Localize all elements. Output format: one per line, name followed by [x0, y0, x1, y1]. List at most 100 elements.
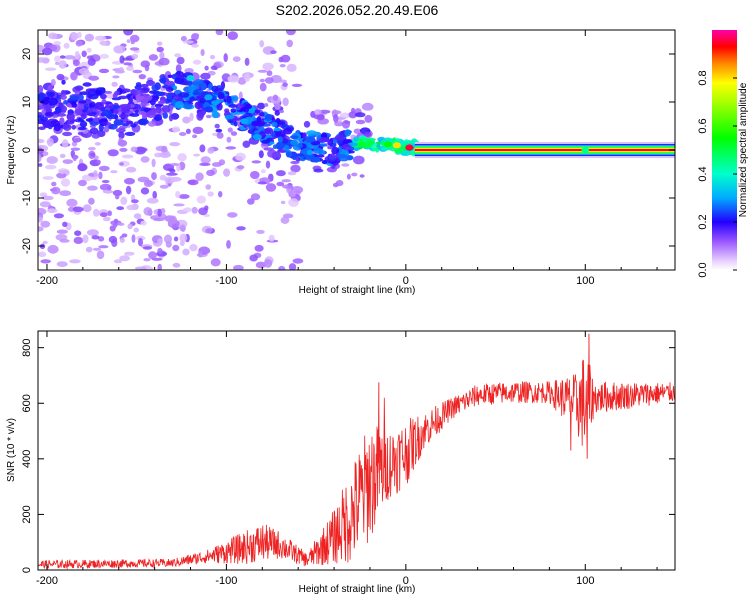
- spectrogram-cell: [77, 117, 83, 122]
- spectrogram-cell: [276, 170, 286, 177]
- spectrogram-cell: [278, 109, 285, 114]
- spectrogram-cell: [205, 228, 213, 234]
- spectrogram-cell: [113, 119, 124, 126]
- spectrogram-cell: [85, 246, 93, 253]
- spectrogram-cell: [55, 234, 68, 241]
- spectrogram-cell: [193, 88, 204, 96]
- spectrogram-cell: [124, 131, 136, 136]
- spectrogram-cell: [79, 120, 88, 128]
- spectrogram-cell: [225, 146, 236, 150]
- spectrogram-cell: [175, 101, 184, 109]
- spectrogram-cell: [314, 109, 322, 115]
- colorbar-gradient: [712, 30, 737, 270]
- spectrogram-cell: [276, 181, 285, 187]
- spectrogram-cell: [174, 78, 185, 85]
- spectrogram-cell: [167, 74, 173, 79]
- spectrogram-cell: [275, 142, 286, 149]
- spectrogram-hotspot: [240, 118, 249, 125]
- spectrogram-cell: [282, 82, 288, 87]
- spectrogram-cell: [344, 129, 352, 137]
- spectrogram-cell: [103, 125, 110, 133]
- x-tick-label: -200: [36, 275, 58, 287]
- spectrogram-cell: [371, 147, 377, 152]
- spectrogram-cell: [288, 198, 299, 207]
- spectrogram-cell: [200, 49, 205, 56]
- spectrogram-cell: [257, 181, 268, 185]
- spectrogram-cell: [96, 250, 105, 260]
- spectrogram-cell: [257, 69, 268, 73]
- spectrogram-cell: [116, 206, 125, 211]
- spectrogram-cell: [132, 69, 143, 74]
- spectrogram-hotspot: [581, 147, 590, 153]
- spectrogram-cell: [183, 207, 192, 213]
- spectrogram-cell: [86, 229, 99, 236]
- spectrogram-cell: [120, 196, 128, 205]
- spectrogram-cell: [381, 146, 390, 151]
- spectrogram-cell: [99, 40, 108, 45]
- spectrogram-cell: [40, 220, 51, 228]
- spectrogram-cell: [177, 209, 185, 214]
- spectrogram-cell: [51, 186, 61, 195]
- spectrogram-cell: [108, 124, 118, 130]
- spectrogram-cell: [124, 251, 135, 256]
- spectrogram-cell: [112, 189, 123, 197]
- spectrogram-cell: [111, 81, 118, 87]
- spectrogram-cell: [56, 73, 65, 81]
- spectrogram-cell: [157, 41, 163, 46]
- snr-frame: [37, 330, 676, 571]
- spectrogram-cell: [233, 264, 244, 270]
- spectrogram-cell: [162, 112, 168, 119]
- spectrogram-cell: [56, 107, 62, 113]
- spectrogram-cell: [232, 56, 241, 62]
- spectrogram-cell: [286, 39, 294, 48]
- spectrogram-cell: [363, 131, 372, 137]
- spectrogram-cell: [130, 123, 137, 128]
- colorbar-tick-label: 0.0: [697, 262, 709, 277]
- spectrogram-cell: [46, 156, 58, 164]
- spectrogram-cell: [250, 171, 260, 179]
- spectrogram-cell: [204, 205, 209, 211]
- x-tick-label: 0: [403, 575, 409, 587]
- spectrogram-cell: [351, 172, 358, 177]
- x-tick-label: 100: [576, 275, 594, 287]
- spectrogram-cell: [200, 82, 207, 91]
- spectrogram-cell: [50, 79, 56, 86]
- spectrogram-cell: [226, 136, 232, 143]
- spectrogram-y-ticks: -20 -10 0 10 20: [21, 48, 675, 254]
- spectrogram-cell: [281, 137, 287, 142]
- spectrogram-cell: [341, 119, 351, 129]
- spectrogram-cell: [189, 112, 194, 122]
- spectrogram-cell: [173, 236, 179, 242]
- spectrogram-cell: [78, 100, 88, 104]
- spectrogram-cell: [98, 68, 110, 74]
- spectrogram-cell: [58, 102, 63, 108]
- spectrogram-cell: [227, 31, 238, 40]
- spectrogram-cell: [38, 153, 42, 163]
- spectrogram-cell: [95, 89, 102, 95]
- spectrogram-cell: [200, 156, 211, 164]
- spectrogram-cell: [227, 75, 240, 83]
- spectrogram-marks: [38, 30, 675, 270]
- spectrogram-cell: [101, 179, 110, 184]
- spectrogram-cell: [178, 132, 187, 136]
- spectrogram-cell: [107, 149, 119, 157]
- spectrogram-cell: [191, 33, 200, 38]
- spectrogram-cell: [210, 65, 218, 71]
- spectrogram-cell: [151, 97, 159, 102]
- y-tick-label: 10: [21, 96, 33, 108]
- spectrogram-cell: [241, 111, 246, 115]
- spectrogram-cell: [146, 80, 156, 86]
- spectrogram-cell: [113, 45, 126, 54]
- spectrogram-cell: [169, 215, 177, 225]
- spectrogram-cell: [401, 150, 411, 156]
- spectrogram-cell: [73, 236, 84, 244]
- snr-panel: -200 -100 0 100 0 200 400 600 800 Height of str…: [6, 330, 676, 595]
- spectrogram-cell: [341, 163, 350, 167]
- spectrogram-cell: [94, 35, 107, 41]
- spectrogram-cell: [118, 137, 123, 144]
- spectrogram-cell: [88, 102, 93, 109]
- spectrogram-cell: [44, 67, 57, 71]
- spectrogram-cell: [354, 112, 366, 118]
- spectrogram-cell: [184, 68, 194, 74]
